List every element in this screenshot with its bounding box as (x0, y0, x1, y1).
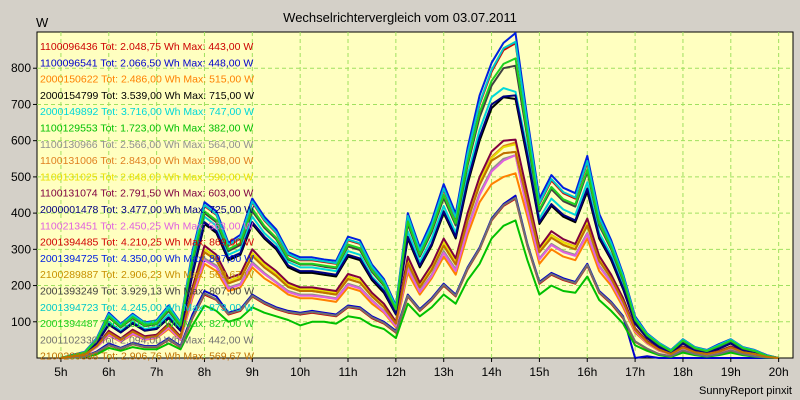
legend-entry: 2000149892 Tot: 3.716,00 Wh Max: 747,00 … (40, 106, 254, 118)
legend-entry: 2001102330 Tot: 2.094,00 Wh Max: 442,00 … (40, 334, 253, 346)
x-tick-label: 18h (673, 365, 693, 379)
x-tick-label: 16h (577, 365, 597, 379)
legend-entry: 1100096436 Tot: 2.048,75 Wh Max: 443,00 … (40, 41, 253, 53)
series-line (60, 150, 779, 359)
legend-entry: 2001393249 Tot: 3.929,13 Wh Max: 807,00 … (40, 286, 254, 298)
x-tick-label: 11h (338, 365, 357, 379)
y-tick-label: 100 (11, 315, 31, 329)
y-tick-label: 600 (11, 134, 31, 148)
x-tick-label: 20h (769, 365, 789, 379)
x-tick-label: 19h (721, 365, 741, 379)
y-tick-label: 300 (11, 242, 31, 256)
legend-entry: 2000001478 Tot: 3.477,00 Wh Max: 725,00 … (40, 204, 254, 216)
series-line (60, 57, 779, 359)
legend-entry: 2000150622 Tot: 2.486,00 Wh Max: 515,00 … (40, 74, 254, 86)
x-tick-label: 8h (198, 365, 211, 379)
x-tick-label: 17h (625, 365, 645, 379)
legend-entry: 1100129553 Tot: 1.723,00 Wh Max: 382,00 … (40, 123, 253, 135)
legend-entry: 1100096541 Tot: 2.066,50 Wh Max: 448,00 … (40, 57, 253, 69)
legend: 1100096436 Tot: 2.048,75 Wh Max: 443,00 … (40, 41, 254, 363)
x-tick-label: 6h (102, 365, 115, 379)
x-tick-label: 13h (434, 365, 454, 379)
x-tick-label: 12h (386, 365, 406, 379)
y-axis-ticks: 100 200 300 400 500 600 700 800 (11, 61, 37, 329)
y-tick-label: 500 (11, 170, 31, 184)
legend-entry: 2001394487 Tot: 4.016,00 Wh Max: 827,00 … (40, 318, 254, 330)
series-lines (60, 32, 779, 359)
legend-entry: 2001394725 Tot: 4.350,00 Wh Max: 897,00 … (40, 253, 254, 265)
x-tick-label: 14h (482, 365, 502, 379)
legend-entry: 1100131025 Tot: 2.848,00 Wh Max: 590,00 … (40, 171, 253, 183)
y-tick-label: 200 (11, 279, 31, 293)
x-tick-label: 9h (246, 365, 259, 379)
legend-entry: 2001394485 Tot: 4.210,25 Wh Max: 869,00 … (40, 237, 254, 249)
series-line (60, 196, 779, 359)
x-tick-label: 10h (290, 365, 310, 379)
legend-entry: 2000154799 Tot: 3.539,00 Wh Max: 715,00 … (40, 90, 254, 102)
legend-entry: 1100130966 Tot: 2.566,00 Wh Max: 564,00 … (40, 139, 253, 151)
chart-title: Wechselrichtervergleich vom 03.07.2011 (283, 10, 517, 25)
x-tick-label: 5h (54, 365, 67, 379)
y-tick-label: 400 (11, 206, 31, 220)
legend-entry: 2100289887 Tot: 2.906,23 Wh Max: 569,67 … (40, 269, 254, 281)
x-axis-ticks: 5h 6h 7h 8h 9h 10h 11h 12h 13h 14h 15h 16h 17h 18h 19h… (54, 358, 789, 379)
credit-label: SunnyReport pinxit (699, 385, 792, 397)
legend-entry: 2100289888 Tot: 2.906,76 Wh Max: 569,67 … (40, 351, 254, 363)
legend-entry: 1100131006 Tot: 2.843,00 Wh Max: 598,00 … (40, 155, 253, 167)
y-tick-label: 800 (11, 61, 31, 75)
x-tick-label: 15h (529, 365, 549, 379)
y-tick-label: 700 (11, 97, 31, 111)
y-axis-unit: W (36, 15, 49, 30)
x-tick-label: 7h (150, 365, 163, 379)
series-line (60, 94, 779, 359)
legend-entry: 1100213451 Tot: 2.450,25 Wh Max: 563,00 … (40, 220, 253, 232)
series-line (60, 219, 779, 359)
legend-entry: 2001394723 Tot: 4.245,00 Wh Max: 873,00 … (40, 302, 254, 314)
legend-entry: 1100131074 Tot: 2.791,50 Wh Max: 603,00 … (40, 188, 253, 200)
